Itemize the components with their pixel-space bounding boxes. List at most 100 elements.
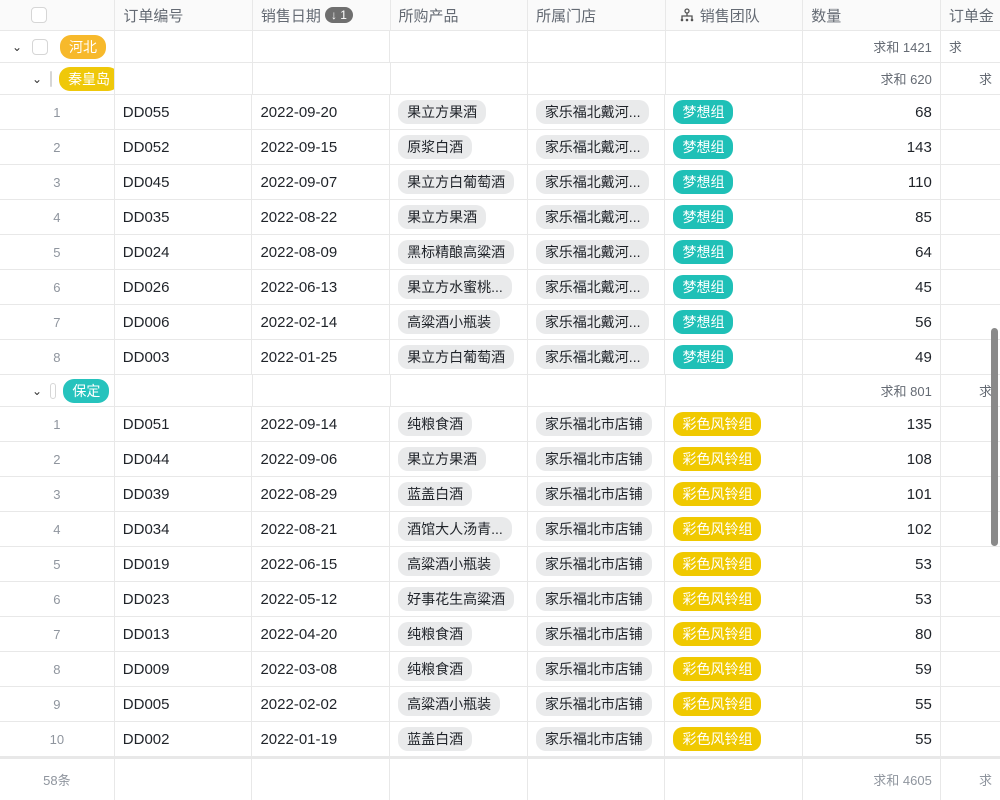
product-cell[interactable]: 高粱酒小瓶装 xyxy=(390,305,528,339)
store-cell[interactable]: 家乐福北戴河... xyxy=(528,305,666,339)
order-id-cell[interactable]: DD024 xyxy=(115,235,253,269)
quantity-cell[interactable]: 64 xyxy=(803,235,941,269)
product-cell[interactable]: 酒馆大人汤青... xyxy=(390,512,528,546)
quantity-cell[interactable]: 49 xyxy=(803,340,941,374)
quantity-cell[interactable]: 55 xyxy=(803,722,941,756)
team-cell[interactable]: 梦想组 xyxy=(665,130,804,164)
column-header-store[interactable]: 所属门店 xyxy=(528,0,666,30)
order-id-cell[interactable]: DD023 xyxy=(115,582,253,616)
team-cell[interactable]: 梦想组 xyxy=(665,235,804,269)
column-header-quantity[interactable]: 数量 xyxy=(803,0,941,30)
store-cell[interactable]: 家乐福北戴河... xyxy=(528,95,666,129)
store-cell[interactable]: 家乐福北市店铺 xyxy=(528,512,666,546)
date-cell[interactable]: 2022-03-08 xyxy=(252,652,391,686)
store-cell[interactable]: 家乐福北戴河... xyxy=(528,235,666,269)
table-row[interactable]: 3 DD039 2022-08-29 蓝盖白酒 家乐福北市店铺 彩色风铃组 101 xyxy=(0,477,1000,512)
chevron-down-icon[interactable]: ⌄ xyxy=(11,39,23,54)
store-cell[interactable]: 家乐福北市店铺 xyxy=(528,687,666,721)
quantity-cell[interactable]: 53 xyxy=(803,547,941,581)
quantity-cell[interactable]: 56 xyxy=(803,305,941,339)
table-row[interactable]: 5 DD019 2022-06-15 高粱酒小瓶装 家乐福北市店铺 彩色风铃组 53 xyxy=(0,547,1000,582)
amount-cell[interactable] xyxy=(941,617,1000,651)
group-checkbox[interactable] xyxy=(50,70,53,87)
date-cell[interactable]: 2022-04-20 xyxy=(252,617,391,651)
date-cell[interactable]: 2022-08-21 xyxy=(252,512,391,546)
team-cell[interactable]: 彩色风铃组 xyxy=(665,547,804,581)
order-id-cell[interactable]: DD035 xyxy=(115,200,253,234)
quantity-cell[interactable]: 102 xyxy=(803,512,941,546)
amount-cell[interactable] xyxy=(941,582,1000,616)
team-cell[interactable]: 彩色风铃组 xyxy=(665,582,804,616)
table-row[interactable]: 5 DD024 2022-08-09 黑标精酿高粱酒 家乐福北戴河... 梦想组 64 xyxy=(0,235,1000,270)
order-id-cell[interactable]: DD003 xyxy=(115,340,253,374)
order-id-cell[interactable]: DD006 xyxy=(115,305,253,339)
order-id-cell[interactable]: DD055 xyxy=(115,95,253,129)
amount-cell[interactable] xyxy=(941,130,1000,164)
amount-cell[interactable] xyxy=(941,270,1000,304)
quantity-cell[interactable]: 85 xyxy=(803,200,941,234)
store-cell[interactable]: 家乐福北市店铺 xyxy=(528,617,666,651)
team-cell[interactable]: 彩色风铃组 xyxy=(665,442,804,476)
team-cell[interactable]: 梦想组 xyxy=(665,340,804,374)
date-cell[interactable]: 2022-01-25 xyxy=(252,340,391,374)
column-header-product[interactable]: 所购产品 xyxy=(391,0,529,30)
date-cell[interactable]: 2022-06-15 xyxy=(252,547,391,581)
amount-cell[interactable] xyxy=(941,722,1000,756)
chevron-down-icon[interactable]: ⌄ xyxy=(32,71,43,86)
date-cell[interactable]: 2022-09-14 xyxy=(252,407,391,441)
store-cell[interactable]: 家乐福北戴河... xyxy=(528,340,666,374)
team-cell[interactable]: 梦想组 xyxy=(665,270,804,304)
amount-cell[interactable] xyxy=(941,687,1000,721)
table-row[interactable]: 1 DD055 2022-09-20 果立方果酒 家乐福北戴河... 梦想组 68 xyxy=(0,95,1000,130)
product-cell[interactable]: 果立方果酒 xyxy=(390,95,528,129)
date-cell[interactable]: 2022-06-13 xyxy=(252,270,391,304)
table-row[interactable]: 2 DD044 2022-09-06 果立方果酒 家乐福北市店铺 彩色风铃组 108 xyxy=(0,442,1000,477)
amount-cell[interactable] xyxy=(941,235,1000,269)
column-header-order-id[interactable]: 订单编号 xyxy=(115,0,253,30)
team-cell[interactable]: 彩色风铃组 xyxy=(665,477,804,511)
store-cell[interactable]: 家乐福北市店铺 xyxy=(528,652,666,686)
product-cell[interactable]: 高粱酒小瓶装 xyxy=(390,547,528,581)
store-cell[interactable]: 家乐福北市店铺 xyxy=(528,477,666,511)
table-row[interactable]: 7 DD013 2022-04-20 纯粮食酒 家乐福北市店铺 彩色风铃组 80 xyxy=(0,617,1000,652)
order-id-cell[interactable]: DD002 xyxy=(115,722,253,756)
chevron-down-icon[interactable]: ⌄ xyxy=(32,383,43,398)
column-header-team[interactable]: 销售团队 xyxy=(666,0,804,30)
table-row[interactable]: 4 DD035 2022-08-22 果立方果酒 家乐福北戴河... 梦想组 85 xyxy=(0,200,1000,235)
team-cell[interactable]: 梦想组 xyxy=(665,95,804,129)
sort-badge[interactable]: ↓ 1 xyxy=(324,7,353,23)
product-cell[interactable]: 高粱酒小瓶装 xyxy=(390,687,528,721)
quantity-cell[interactable]: 101 xyxy=(803,477,941,511)
amount-cell[interactable] xyxy=(941,547,1000,581)
date-cell[interactable]: 2022-02-14 xyxy=(252,305,391,339)
amount-cell[interactable] xyxy=(941,200,1000,234)
date-cell[interactable]: 2022-09-06 xyxy=(252,442,391,476)
quantity-cell[interactable]: 53 xyxy=(803,582,941,616)
product-cell[interactable]: 好事花生高粱酒 xyxy=(390,582,528,616)
team-cell[interactable]: 彩色风铃组 xyxy=(665,652,804,686)
store-cell[interactable]: 家乐福北戴河... xyxy=(528,200,666,234)
quantity-cell[interactable]: 59 xyxy=(803,652,941,686)
quantity-cell[interactable]: 80 xyxy=(803,617,941,651)
store-cell[interactable]: 家乐福北戴河... xyxy=(528,130,666,164)
group-checkbox[interactable] xyxy=(32,38,48,55)
product-cell[interactable]: 果立方果酒 xyxy=(390,442,528,476)
amount-cell[interactable] xyxy=(941,652,1000,686)
product-cell[interactable]: 原浆白酒 xyxy=(390,130,528,164)
team-cell[interactable]: 彩色风铃组 xyxy=(665,722,804,756)
quantity-cell[interactable]: 55 xyxy=(803,687,941,721)
order-id-cell[interactable]: DD052 xyxy=(115,130,253,164)
vertical-scrollbar[interactable] xyxy=(991,328,998,546)
date-cell[interactable]: 2022-09-20 xyxy=(252,95,391,129)
table-row[interactable]: 8 DD009 2022-03-08 纯粮食酒 家乐福北市店铺 彩色风铃组 59 xyxy=(0,652,1000,687)
team-cell[interactable]: 梦想组 xyxy=(665,305,804,339)
date-cell[interactable]: 2022-08-09 xyxy=(252,235,391,269)
quantity-cell[interactable]: 108 xyxy=(803,442,941,476)
team-cell[interactable]: 梦想组 xyxy=(665,200,804,234)
product-cell[interactable]: 蓝盖白酒 xyxy=(390,722,528,756)
quantity-cell[interactable]: 135 xyxy=(803,407,941,441)
team-cell[interactable]: 彩色风铃组 xyxy=(665,617,804,651)
team-cell[interactable]: 梦想组 xyxy=(665,165,804,199)
order-id-cell[interactable]: DD039 xyxy=(115,477,253,511)
table-row[interactable]: 8 DD003 2022-01-25 果立方白葡萄酒 家乐福北戴河... 梦想组 49 xyxy=(0,340,1000,375)
